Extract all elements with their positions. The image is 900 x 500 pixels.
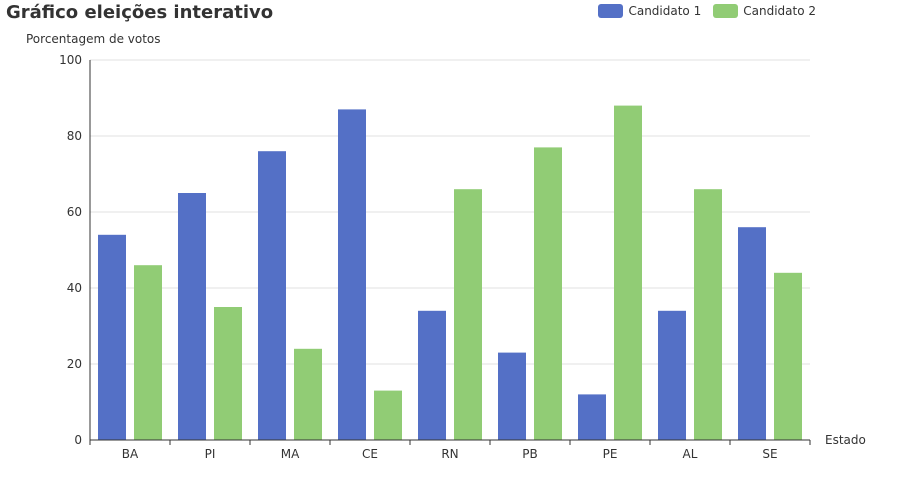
x-tick-label: CE bbox=[362, 447, 378, 461]
bar-candidato-1-ce[interactable] bbox=[338, 109, 366, 441]
bar-candidato-2-rn[interactable] bbox=[454, 189, 482, 440]
bar-candidato-1-ma[interactable] bbox=[258, 151, 286, 440]
x-tick-label: PB bbox=[522, 447, 537, 461]
bar-candidato-1-pb[interactable] bbox=[498, 352, 526, 440]
y-axis: 0 20 40 60 80 100 bbox=[59, 53, 91, 447]
bar-candidato-2-ba[interactable] bbox=[134, 265, 162, 440]
y-tick-label: 80 bbox=[67, 129, 82, 143]
y-axis-label: Porcentagem de votos bbox=[26, 32, 161, 46]
bar-candidato-2-ce[interactable] bbox=[374, 390, 402, 440]
bar-candidato-2-pe[interactable] bbox=[614, 105, 642, 440]
bar-candidato-2-pi[interactable] bbox=[214, 307, 242, 440]
legend-label-candidato-2: Candidato 2 bbox=[743, 4, 816, 18]
y-tick-label: 0 bbox=[74, 433, 82, 447]
x-tick-label: SE bbox=[762, 447, 777, 461]
chart-title: Gráfico eleições interativo bbox=[6, 2, 274, 23]
bar-candidato-2-al[interactable] bbox=[694, 189, 722, 440]
legend-item-candidato-1[interactable]: Candidato 1 bbox=[598, 4, 701, 18]
grid-lines bbox=[90, 59, 810, 365]
bar-candidato-1-al[interactable] bbox=[658, 310, 686, 440]
x-tick-label: AL bbox=[683, 447, 698, 461]
bar-candidato-1-ba[interactable] bbox=[98, 234, 126, 440]
bar-candidato-1-se[interactable] bbox=[738, 227, 766, 440]
bar-candidato-1-rn[interactable] bbox=[418, 310, 446, 440]
legend-swatch-candidato-2 bbox=[713, 4, 739, 18]
y-tick-label: 100 bbox=[59, 53, 82, 67]
x-tick-label: BA bbox=[122, 447, 139, 461]
bar-candidato-2-ma[interactable] bbox=[294, 348, 322, 440]
legend: Candidato 1 Candidato 2 bbox=[598, 4, 816, 18]
bar-candidato-2-pb[interactable] bbox=[534, 147, 562, 440]
legend-item-candidato-2[interactable]: Candidato 2 bbox=[713, 4, 816, 18]
y-tick-label: 60 bbox=[67, 205, 82, 219]
x-tick-label: PI bbox=[205, 447, 216, 461]
y-tick-label: 40 bbox=[67, 281, 82, 295]
x-tick-label: MA bbox=[281, 447, 300, 461]
bar-candidato-2-se[interactable] bbox=[774, 272, 802, 440]
legend-swatch-candidato-1 bbox=[598, 4, 624, 18]
x-tick-label: PE bbox=[603, 447, 618, 461]
x-axis-label: Estado bbox=[825, 433, 866, 447]
x-tick-label: RN bbox=[441, 447, 458, 461]
legend-label-candidato-1: Candidato 1 bbox=[628, 4, 702, 18]
y-tick-label: 20 bbox=[67, 357, 82, 371]
bar-candidato-1-pi[interactable] bbox=[178, 193, 206, 440]
bar-candidato-1-pe[interactable] bbox=[578, 394, 606, 440]
x-axis: BA PI MA CE RN PB PE AL SE bbox=[89, 439, 811, 461]
bars bbox=[98, 105, 802, 441]
